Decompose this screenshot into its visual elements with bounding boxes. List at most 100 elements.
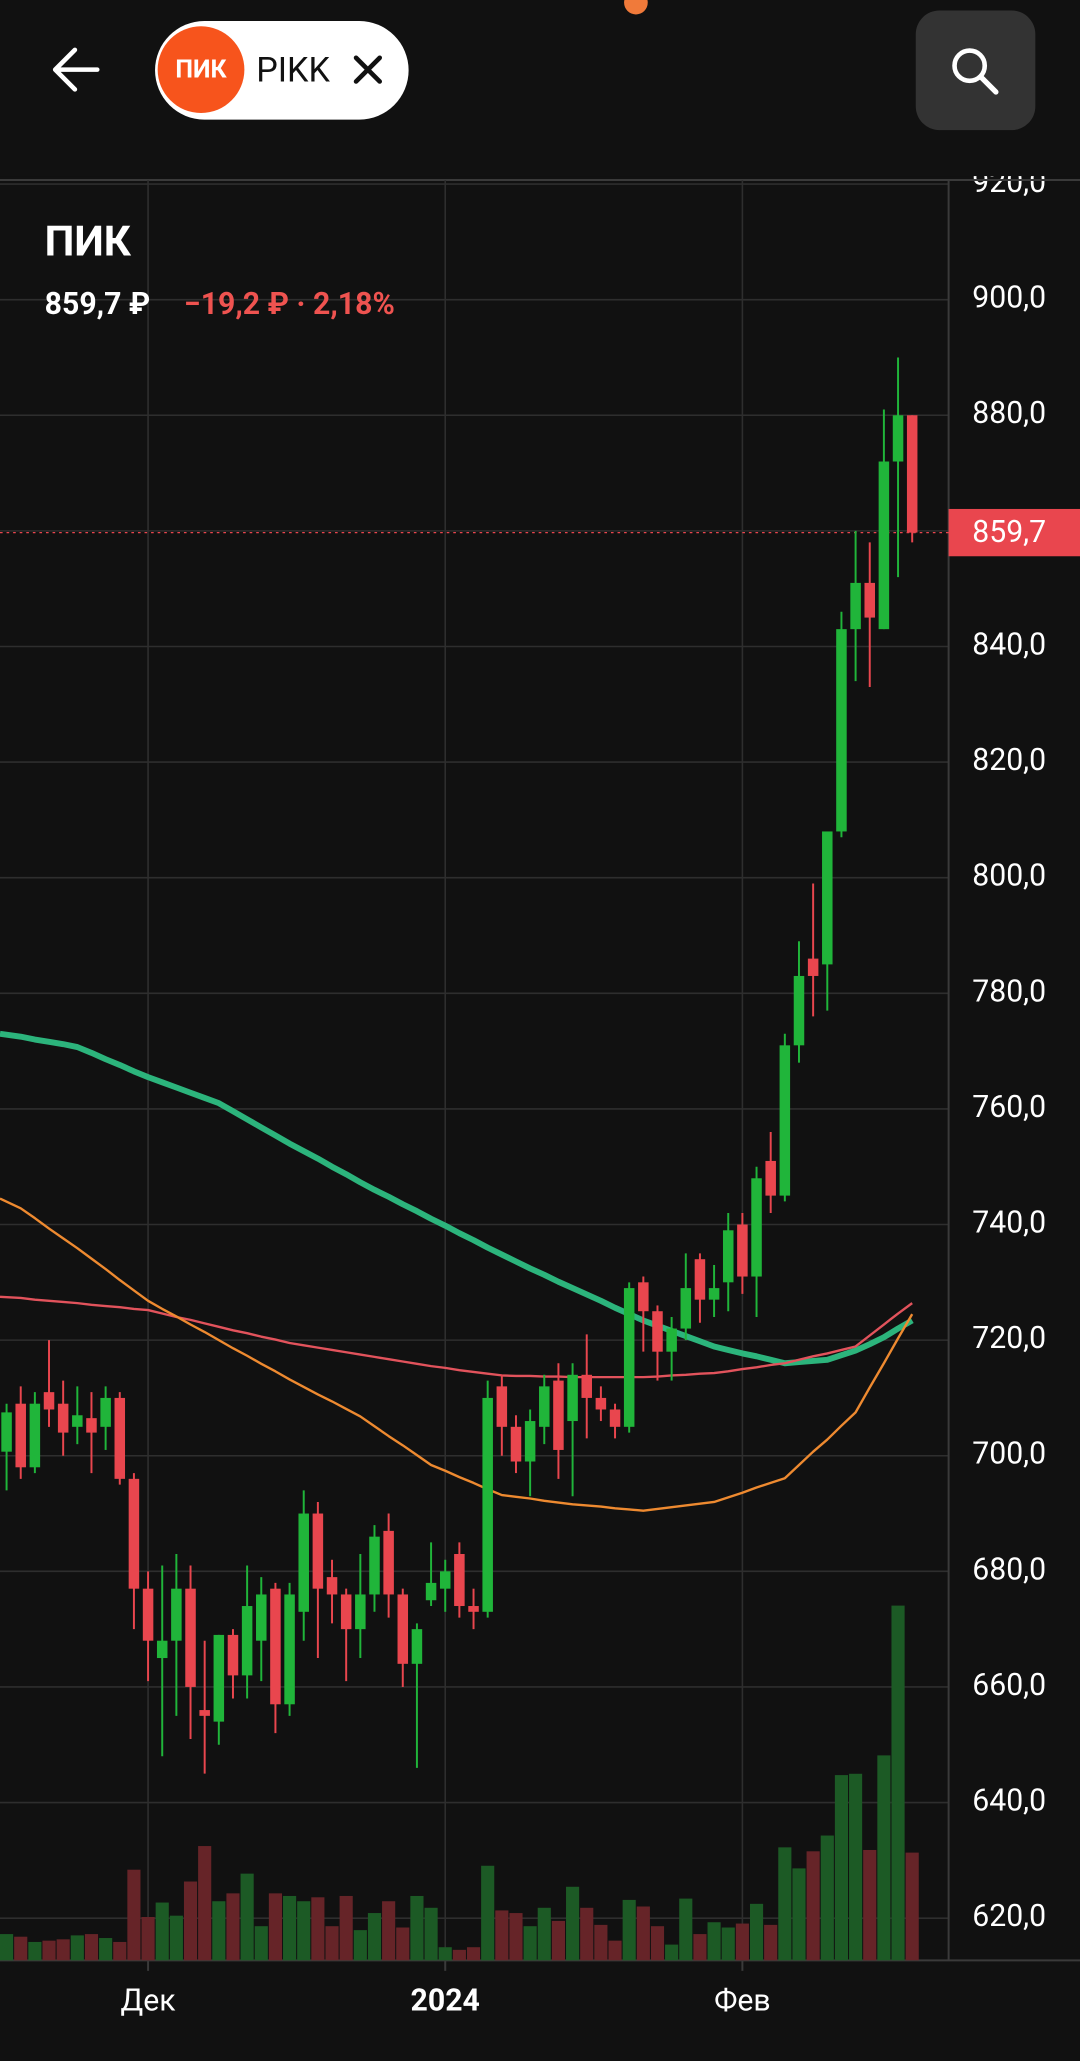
candle-body (864, 582, 875, 618)
candle-body (213, 1634, 225, 1722)
candle-body (737, 1224, 748, 1277)
candle-body (256, 1594, 267, 1641)
y-tick-label: 720,0 (972, 1321, 1046, 1356)
volume-bar (806, 1851, 820, 1961)
volume-bar (339, 1895, 353, 1961)
volume-bar (42, 1940, 56, 1961)
moving-average-line (0, 1295, 913, 1379)
volume-bar (891, 1605, 905, 1961)
ticker-chip[interactable]: ПИК PIKK (155, 21, 409, 120)
volume-bar (721, 1927, 735, 1961)
y-tick-label: 640,0 (972, 1784, 1046, 1819)
y-tick-label: 700,0 (972, 1437, 1046, 1472)
candle-body (142, 1588, 154, 1641)
candle-body (581, 1374, 592, 1398)
search-background[interactable] (915, 10, 1036, 131)
candle-body (482, 1397, 493, 1612)
volume-bar (141, 1916, 155, 1961)
search-icon-lens (952, 48, 988, 84)
candle-body (496, 1386, 508, 1427)
candle-body (793, 975, 805, 1046)
volume-bar (84, 1934, 99, 1961)
chip-logo-circle (157, 26, 245, 113)
volume-bar (622, 1899, 636, 1961)
y-tick-label: 680,0 (972, 1552, 1046, 1587)
candle-body (369, 1536, 380, 1595)
chip-logo: ПИК (175, 56, 227, 85)
volume-bar (155, 1902, 169, 1961)
volume-bar (169, 1915, 183, 1961)
moving-average-line (0, 1197, 914, 1512)
status-dot (624, 0, 648, 15)
price-label: 859,7 (972, 515, 1046, 550)
candle-body (241, 1606, 253, 1676)
volume-bar (183, 1881, 198, 1961)
y-tick-label: 620,0 (972, 1899, 1046, 1934)
volume-bar (0, 1934, 14, 1961)
volume-bar (113, 1941, 127, 1961)
y-tick-label: 840,0 (972, 627, 1046, 662)
moving-average-line (0, 1030, 914, 1367)
candle-body (340, 1594, 352, 1630)
x-tick-label: Фев (714, 1983, 771, 2018)
candle-body (199, 1710, 210, 1716)
volume-bar (495, 1910, 509, 1961)
candle-body (553, 1380, 564, 1450)
y-tick-label: 800,0 (972, 859, 1046, 894)
volume-bar (905, 1852, 919, 1961)
chip-close-icon[interactable] (353, 55, 383, 84)
volume-bar (735, 1923, 749, 1961)
candle-body (638, 1282, 649, 1312)
candle-body (1, 1412, 12, 1452)
candle-body (355, 1594, 366, 1630)
volume-bar (226, 1893, 240, 1961)
volume-bar (877, 1755, 891, 1961)
candle-body (411, 1629, 423, 1664)
candle-body (751, 1178, 762, 1277)
search-button[interactable] (915, 10, 1036, 131)
volume-bar (28, 1941, 42, 1961)
candle-body (171, 1588, 182, 1641)
volume-bar (679, 1898, 693, 1961)
candle-body (100, 1397, 111, 1427)
back-arrow (52, 47, 100, 92)
candle-body (425, 1582, 437, 1601)
volume-bar (396, 1927, 410, 1961)
volume-bar (665, 1944, 679, 1961)
candle-body (652, 1311, 663, 1352)
header: ПИК PIKK (0, 0, 1080, 177)
overlay: ПИК 859,7 ₽ −19,2 ₽ · 2,18% (45, 217, 395, 322)
volume-bar (707, 1922, 721, 1961)
volume-bar (566, 1886, 580, 1961)
volume-bar (70, 1935, 84, 1961)
volume-bar (863, 1849, 877, 1961)
candle-body (397, 1594, 409, 1664)
volume-bar (523, 1926, 537, 1961)
candle-body (836, 629, 847, 832)
volume-bar (834, 1775, 849, 1961)
instrument-name: ПИК (45, 217, 132, 266)
volume-bar (481, 1865, 495, 1961)
y-tick-label: 780,0 (972, 974, 1046, 1009)
chip-ticker: PIKK (256, 50, 330, 90)
volume-bar (311, 1897, 325, 1961)
candle-body (722, 1230, 734, 1283)
volume-bar (594, 1924, 608, 1961)
candle-body (114, 1397, 126, 1479)
candle-body (694, 1259, 706, 1300)
volume-bar (466, 1947, 481, 1961)
chart: 620,0 640,0 660,0 680,0 700,0 720,0 740,0 760,0… (0, 165, 1080, 2018)
candle-body (708, 1288, 720, 1300)
candle-body (779, 1045, 791, 1196)
candle-body (609, 1409, 621, 1427)
candle-body (326, 1577, 338, 1595)
back-button[interactable] (33, 33, 120, 107)
candle-body (807, 958, 819, 976)
candle-body (666, 1328, 677, 1352)
volume-bar (14, 1936, 28, 1961)
candle-body (680, 1288, 692, 1329)
volume-bar (56, 1939, 70, 1961)
volume-bar (424, 1907, 438, 1961)
candle-body (510, 1426, 522, 1462)
